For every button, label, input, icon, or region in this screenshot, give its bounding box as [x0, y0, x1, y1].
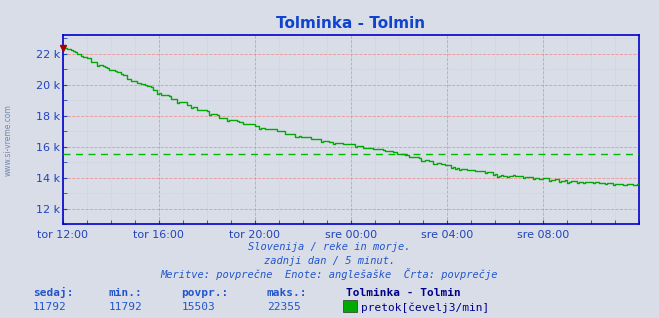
Text: Slovenija / reke in morje.: Slovenija / reke in morje.: [248, 242, 411, 252]
Title: Tolminka - Tolmin: Tolminka - Tolmin: [276, 16, 426, 31]
Text: sedaj:: sedaj:: [33, 287, 73, 298]
Text: www.si-vreme.com: www.si-vreme.com: [4, 104, 13, 176]
Text: pretok[čevelj3/min]: pretok[čevelj3/min]: [361, 302, 490, 313]
Text: zadnji dan / 5 minut.: zadnji dan / 5 minut.: [264, 256, 395, 266]
Text: 22355: 22355: [267, 302, 301, 312]
Text: povpr.:: povpr.:: [181, 288, 229, 298]
Text: min.:: min.:: [109, 288, 142, 298]
Text: 11792: 11792: [109, 302, 142, 312]
Text: maks.:: maks.:: [267, 288, 307, 298]
Text: 11792: 11792: [33, 302, 67, 312]
Text: 15503: 15503: [181, 302, 215, 312]
Text: Meritve: povprečne  Enote: anglešaške  Črta: povprečje: Meritve: povprečne Enote: anglešaške Črt…: [161, 268, 498, 280]
Text: Tolminka - Tolmin: Tolminka - Tolmin: [346, 288, 461, 298]
